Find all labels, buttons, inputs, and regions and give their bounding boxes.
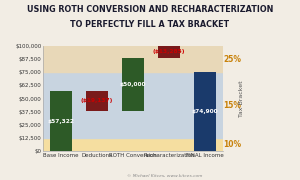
Bar [43,138,223,151]
Text: TO PERFECTLY FILL A TAX BRACKET: TO PERFECTLY FILL A TAX BRACKET [70,20,230,29]
Text: 25%: 25% [223,55,241,64]
Bar [194,72,216,151]
Text: $74,900: $74,900 [192,109,218,114]
Text: © Michael Kitces, www.kitces.com: © Michael Kitces, www.kitces.com [127,174,203,178]
Bar [158,44,180,58]
Text: ($13,285): ($13,285) [153,49,185,54]
Bar [43,46,223,72]
Text: $57,322: $57,322 [47,119,74,124]
Bar [122,58,144,111]
Bar [43,72,223,138]
Text: USING ROTH CONVERSION AND RECHARACTERIZATION: USING ROTH CONVERSION AND RECHARACTERIZA… [27,5,273,14]
Bar [86,91,108,111]
Text: Tax Bracket: Tax Bracket [239,80,244,117]
Bar [50,91,71,151]
Text: $50,000: $50,000 [120,82,146,87]
Text: 15%: 15% [223,101,241,110]
Text: 10%: 10% [223,140,242,149]
Text: ($19,137): ($19,137) [81,98,113,104]
